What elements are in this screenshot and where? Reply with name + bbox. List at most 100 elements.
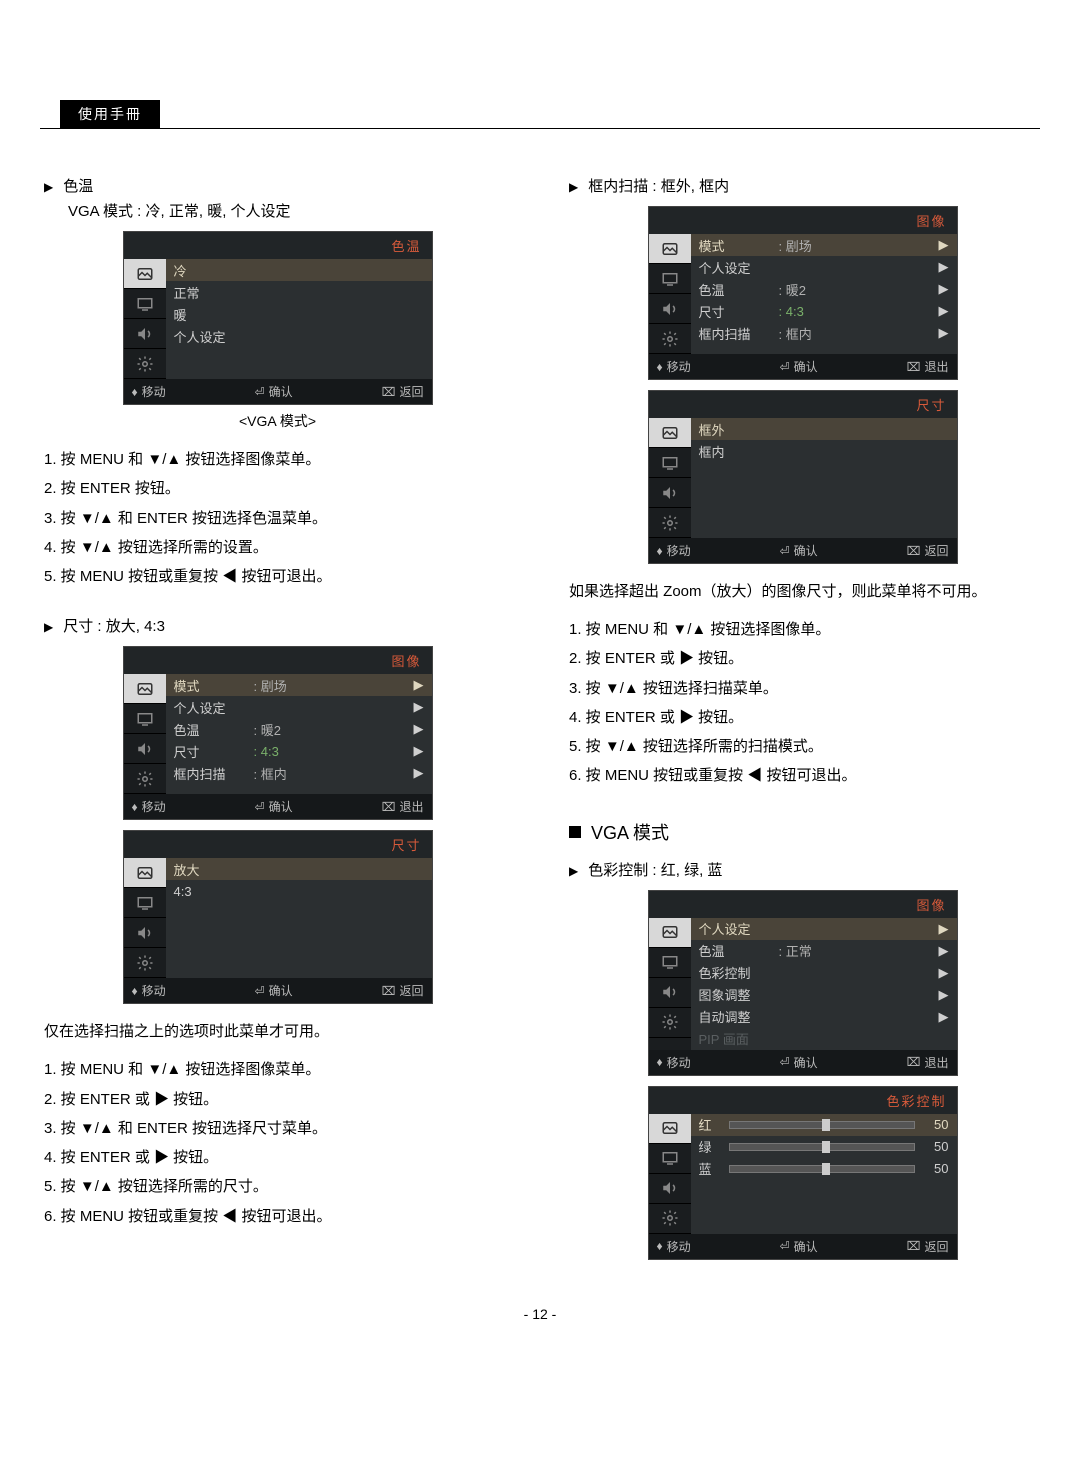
tab-setup-icon[interactable] bbox=[124, 948, 166, 978]
tab-display-icon[interactable] bbox=[649, 264, 691, 294]
section-vga: VGA 模式 bbox=[569, 819, 1040, 845]
osd-row[interactable]: 色彩控制▶ bbox=[691, 962, 957, 984]
left-column: ▶色温 VGA 模式 : 冷, 正常, 暖, 个人设定 色温 冷 正常 暖 个人… bbox=[40, 169, 515, 1266]
footer-move: ♦ 移动 bbox=[657, 1238, 691, 1255]
osd-content: 冷 正常 暖 个人设定 bbox=[166, 259, 432, 379]
osd-row[interactable]: 放大 bbox=[166, 858, 432, 880]
osd-row-pad bbox=[691, 462, 957, 484]
tab-display-icon[interactable] bbox=[124, 289, 166, 319]
osd-row[interactable]: 冷 bbox=[166, 259, 432, 281]
osd-row[interactable]: 自动调整▶ bbox=[691, 1006, 957, 1028]
tab-setup-icon[interactable] bbox=[649, 1204, 691, 1234]
osd-row[interactable]: 个人设定 bbox=[166, 325, 432, 347]
right-column: ▶框内扫描 : 框外, 框内 图像 模式: 剧场▶个人设定▶色温: 暖2▶尺寸:… bbox=[565, 169, 1040, 1266]
bullet-color-temp: ▶色温 bbox=[44, 175, 515, 196]
tab-display-icon[interactable] bbox=[124, 888, 166, 918]
osd-color-control: 色彩控制 红50绿50蓝50 ♦ 移动 ⏎ 确认 ⌧ 返回 bbox=[648, 1086, 958, 1260]
footer-back: ⌧ 退出 bbox=[382, 798, 424, 815]
osd-row[interactable]: 暖 bbox=[166, 303, 432, 325]
osd-row[interactable]: 框内扫描: 框内▶ bbox=[166, 762, 432, 784]
osd-title: 尺寸 bbox=[649, 391, 957, 418]
tab-sound-icon[interactable] bbox=[124, 918, 166, 948]
content-columns: ▶色温 VGA 模式 : 冷, 正常, 暖, 个人设定 色温 冷 正常 暖 个人… bbox=[40, 169, 1040, 1266]
osd-row[interactable]: 尺寸: 4:3▶ bbox=[691, 300, 957, 322]
osd-row[interactable]: 个人设定▶ bbox=[691, 256, 957, 278]
footer-move: ♦ 移动 bbox=[132, 383, 166, 400]
osd-row[interactable]: 模式: 剧场▶ bbox=[166, 674, 432, 696]
osd-row[interactable]: 个人设定▶ bbox=[166, 696, 432, 718]
step: 2. 按 ENTER 或 ▶ 按钮。 bbox=[44, 1085, 515, 1114]
footer-back: ⌧ 返回 bbox=[382, 383, 424, 400]
tab-sound-icon[interactable] bbox=[649, 478, 691, 508]
osd-row[interactable]: 图象调整▶ bbox=[691, 984, 957, 1006]
osd-color-temp: 色温 冷 正常 暖 个人设定 ♦ 移动 ⏎ 确认 bbox=[123, 231, 433, 405]
tab-sound-icon[interactable] bbox=[649, 978, 691, 1008]
tab-picture-icon[interactable] bbox=[649, 234, 691, 264]
osd-row[interactable]: 尺寸: 4:3▶ bbox=[166, 740, 432, 762]
osd-footer: ♦ 移动 ⏎ 确认 ⌧ 返回 bbox=[124, 379, 432, 404]
tab-picture-icon[interactable] bbox=[649, 918, 691, 948]
footer-ok: ⏎ 确认 bbox=[255, 798, 293, 815]
tab-display-icon[interactable] bbox=[649, 448, 691, 478]
osd-footer: ♦ 移动 ⏎ 确认 ⌧ 返回 bbox=[649, 1234, 957, 1259]
footer-move: ♦ 移动 bbox=[132, 982, 166, 999]
tab-display-icon[interactable] bbox=[649, 1144, 691, 1174]
osd-content: 模式: 剧场▶个人设定▶色温: 暖2▶尺寸: 4:3▶框内扫描: 框内▶ bbox=[166, 674, 432, 794]
footer-back: ⌧ 返回 bbox=[907, 542, 949, 559]
tab-picture-icon[interactable] bbox=[124, 858, 166, 888]
tab-display-icon[interactable] bbox=[124, 704, 166, 734]
osd-slider-row[interactable]: 蓝50 bbox=[691, 1158, 957, 1180]
osd-row[interactable]: 框内扫描: 框内▶ bbox=[691, 322, 957, 344]
step: 5. 按 MENU 按钮或重复按 ◀ 按钮可退出。 bbox=[44, 562, 515, 591]
osd-content: 框外 框内 bbox=[691, 418, 957, 538]
tab-setup-icon[interactable] bbox=[649, 1008, 691, 1038]
osd-scan: 尺寸 框外 框内 ♦ 移动 ⏎ 确认 ⌧ 返 bbox=[648, 390, 958, 564]
osd-tabs bbox=[649, 234, 691, 354]
osd-row[interactable]: 正常 bbox=[166, 281, 432, 303]
sub-vga-mode: VGA 模式 : 冷, 正常, 暖, 个人设定 bbox=[68, 200, 515, 221]
osd-row-pad bbox=[691, 1202, 957, 1224]
osd-row[interactable]: 色温: 正常▶ bbox=[691, 940, 957, 962]
square-bullet-icon bbox=[569, 826, 581, 838]
osd-row[interactable]: 框内 bbox=[691, 440, 957, 462]
bullet-size: ▶尺寸 : 放大, 4:3 bbox=[44, 615, 515, 636]
tab-sound-icon[interactable] bbox=[124, 734, 166, 764]
footer-ok: ⏎ 确认 bbox=[255, 982, 293, 999]
osd-slider-row[interactable]: 绿50 bbox=[691, 1136, 957, 1158]
footer-move: ♦ 移动 bbox=[657, 542, 691, 559]
osd-row[interactable]: PIP 画面 bbox=[691, 1028, 957, 1050]
tab-setup-icon[interactable] bbox=[124, 764, 166, 794]
osd-row[interactable]: 模式: 剧场▶ bbox=[691, 234, 957, 256]
tab-sound-icon[interactable] bbox=[649, 294, 691, 324]
osd-title: 图像 bbox=[649, 891, 957, 918]
tab-setup-icon[interactable] bbox=[649, 508, 691, 538]
osd-content: 模式: 剧场▶个人设定▶色温: 暖2▶尺寸: 4:3▶框内扫描: 框内▶ bbox=[691, 234, 957, 354]
tab-picture-icon[interactable] bbox=[124, 259, 166, 289]
tab-setup-icon[interactable] bbox=[124, 349, 166, 379]
osd-row[interactable]: 色温: 暖2▶ bbox=[691, 278, 957, 300]
osd-row[interactable]: 色温: 暖2▶ bbox=[166, 718, 432, 740]
osd-slider-row[interactable]: 红50 bbox=[691, 1114, 957, 1136]
step: 3. 按 ▼/▲ 按钮选择扫描菜单。 bbox=[569, 674, 1040, 703]
step: 1. 按 MENU 和 ▼/▲ 按钮选择图像菜单。 bbox=[44, 1055, 515, 1084]
step: 6. 按 MENU 按钮或重复按 ◀ 按钮可退出。 bbox=[569, 761, 1040, 790]
osd-row[interactable]: 框外 bbox=[691, 418, 957, 440]
tab-picture-icon[interactable] bbox=[649, 1114, 691, 1144]
osd-tabs bbox=[649, 918, 691, 1050]
tab-setup-icon[interactable] bbox=[649, 324, 691, 354]
tab-sound-icon[interactable] bbox=[649, 1174, 691, 1204]
osd-row-pad bbox=[166, 946, 432, 968]
step: 2. 按 ENTER 或 ▶ 按钮。 bbox=[569, 644, 1040, 673]
osd-row[interactable]: 4:3 bbox=[166, 880, 432, 902]
tab-display-icon[interactable] bbox=[649, 948, 691, 978]
header-bar: 使用手冊 bbox=[40, 100, 1040, 129]
osd-row[interactable]: 个人设定▶ bbox=[691, 918, 957, 940]
tab-sound-icon[interactable] bbox=[124, 319, 166, 349]
steps-color-temp: 1. 按 MENU 和 ▼/▲ 按钮选择图像菜单。 2. 按 ENTER 按钮。… bbox=[44, 445, 515, 591]
tab-picture-icon[interactable] bbox=[649, 418, 691, 448]
tab-picture-icon[interactable] bbox=[124, 674, 166, 704]
osd-image-right: 图像 模式: 剧场▶个人设定▶色温: 暖2▶尺寸: 4:3▶框内扫描: 框内▶ … bbox=[648, 206, 958, 380]
step: 5. 按 ▼/▲ 按钮选择所需的尺寸。 bbox=[44, 1172, 515, 1201]
osd-tabs bbox=[649, 418, 691, 538]
osd-content: 红50绿50蓝50 bbox=[691, 1114, 957, 1234]
